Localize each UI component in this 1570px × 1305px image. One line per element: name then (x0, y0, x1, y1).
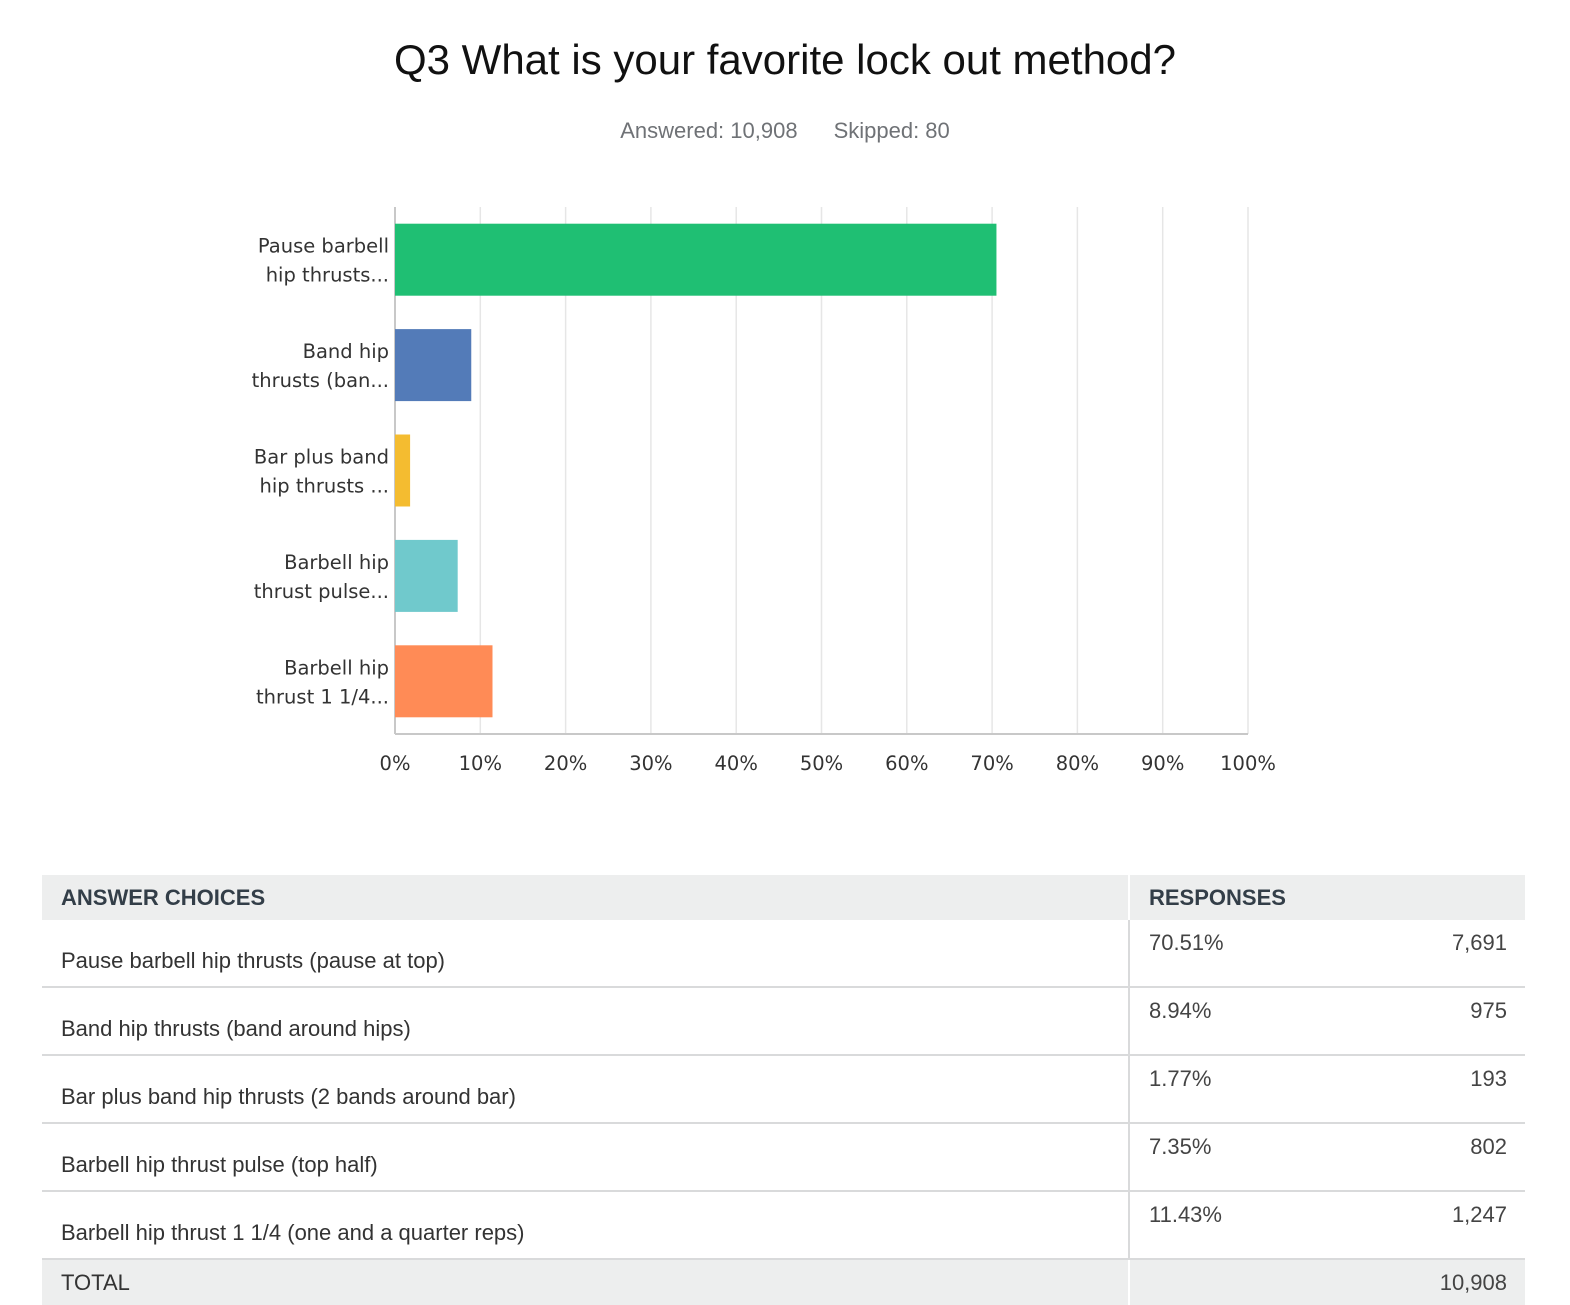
response-count: 7,691 (1329, 920, 1525, 988)
bar (395, 329, 472, 402)
response-percent: 70.51% (1129, 920, 1329, 988)
category-label: hip thrusts... (266, 264, 389, 287)
total-label: TOTAL (42, 1259, 1130, 1305)
bar (395, 645, 493, 718)
total-percent (1129, 1259, 1329, 1305)
x-tick-label: 0% (380, 752, 411, 775)
response-summary: Answered: 10,908 Skipped: 80 (0, 118, 1570, 144)
response-percent: 7.35% (1129, 1123, 1329, 1192)
bar-chart: Pause barbell hip thrusts... Band hip thrus… (252, 207, 1276, 775)
response-count: 802 (1329, 1123, 1525, 1192)
category-label: Bar plus band (254, 446, 389, 469)
table-row: Band hip thrusts (band around hips) 8.94… (42, 987, 1525, 1056)
answered-count: Answered: 10,908 (620, 118, 798, 143)
table-header-row: ANSWER CHOICES RESPONSES (42, 875, 1525, 920)
skipped-count: Skipped: 80 (833, 118, 950, 143)
x-tick-label: 50% (800, 752, 843, 775)
category-label: Band hip (303, 340, 389, 363)
table-row: Bar plus band hip thrusts (2 bands aroun… (42, 1055, 1525, 1124)
x-tick-label: 30% (629, 752, 672, 775)
table-row: Barbell hip thrust pulse (top half) 7.35… (42, 1123, 1525, 1192)
response-count: 1,247 (1329, 1191, 1525, 1260)
response-count: 975 (1329, 987, 1525, 1056)
category-label: thrusts (ban... (252, 369, 389, 392)
response-percent: 1.77% (1129, 1055, 1329, 1124)
question-title: Q3 What is your favorite lock out method… (393, 36, 1177, 83)
answer-choices-header: ANSWER CHOICES (42, 875, 1130, 920)
bar (395, 539, 458, 612)
x-tick-label: 80% (1056, 752, 1099, 775)
bar (395, 223, 997, 296)
category-label: Barbell hip (284, 551, 389, 574)
total-count: 10,908 (1329, 1259, 1525, 1305)
category-label: Barbell hip (284, 656, 389, 679)
table-row: Pause barbell hip thrusts (pause at top)… (42, 920, 1525, 988)
table-row: Barbell hip thrust 1 1/4 (one and a quar… (42, 1191, 1525, 1260)
category-label: thrust pulse... (254, 580, 389, 603)
category-label: thrust 1 1/4... (256, 685, 389, 708)
answer-label: Barbell hip thrust pulse (top half) (42, 1123, 1130, 1192)
category-label: Pause barbell (258, 235, 389, 258)
answer-label: Pause barbell hip thrusts (pause at top) (42, 920, 1130, 988)
x-tick-label: 10% (459, 752, 502, 775)
total-row: TOTAL 10,908 (42, 1259, 1525, 1305)
x-tick-label: 20% (544, 752, 587, 775)
answer-label: Band hip thrusts (band around hips) (42, 987, 1130, 1056)
category-label: hip thrusts ... (260, 475, 390, 498)
x-tick-label: 90% (1141, 752, 1184, 775)
response-count: 193 (1329, 1055, 1525, 1124)
response-percent: 11.43% (1129, 1191, 1329, 1260)
response-percent: 8.94% (1129, 987, 1329, 1056)
responses-table: ANSWER CHOICES RESPONSES Pause barbell h… (42, 875, 1525, 1305)
x-tick-label: 100% (1220, 752, 1276, 775)
bar (395, 434, 411, 507)
answer-label: Bar plus band hip thrusts (2 bands aroun… (42, 1055, 1130, 1124)
x-tick-label: 60% (885, 752, 928, 775)
x-tick-label: 70% (970, 752, 1013, 775)
responses-header: RESPONSES (1129, 875, 1525, 920)
x-tick-label: 40% (715, 752, 758, 775)
answer-label: Barbell hip thrust 1 1/4 (one and a quar… (42, 1191, 1130, 1260)
